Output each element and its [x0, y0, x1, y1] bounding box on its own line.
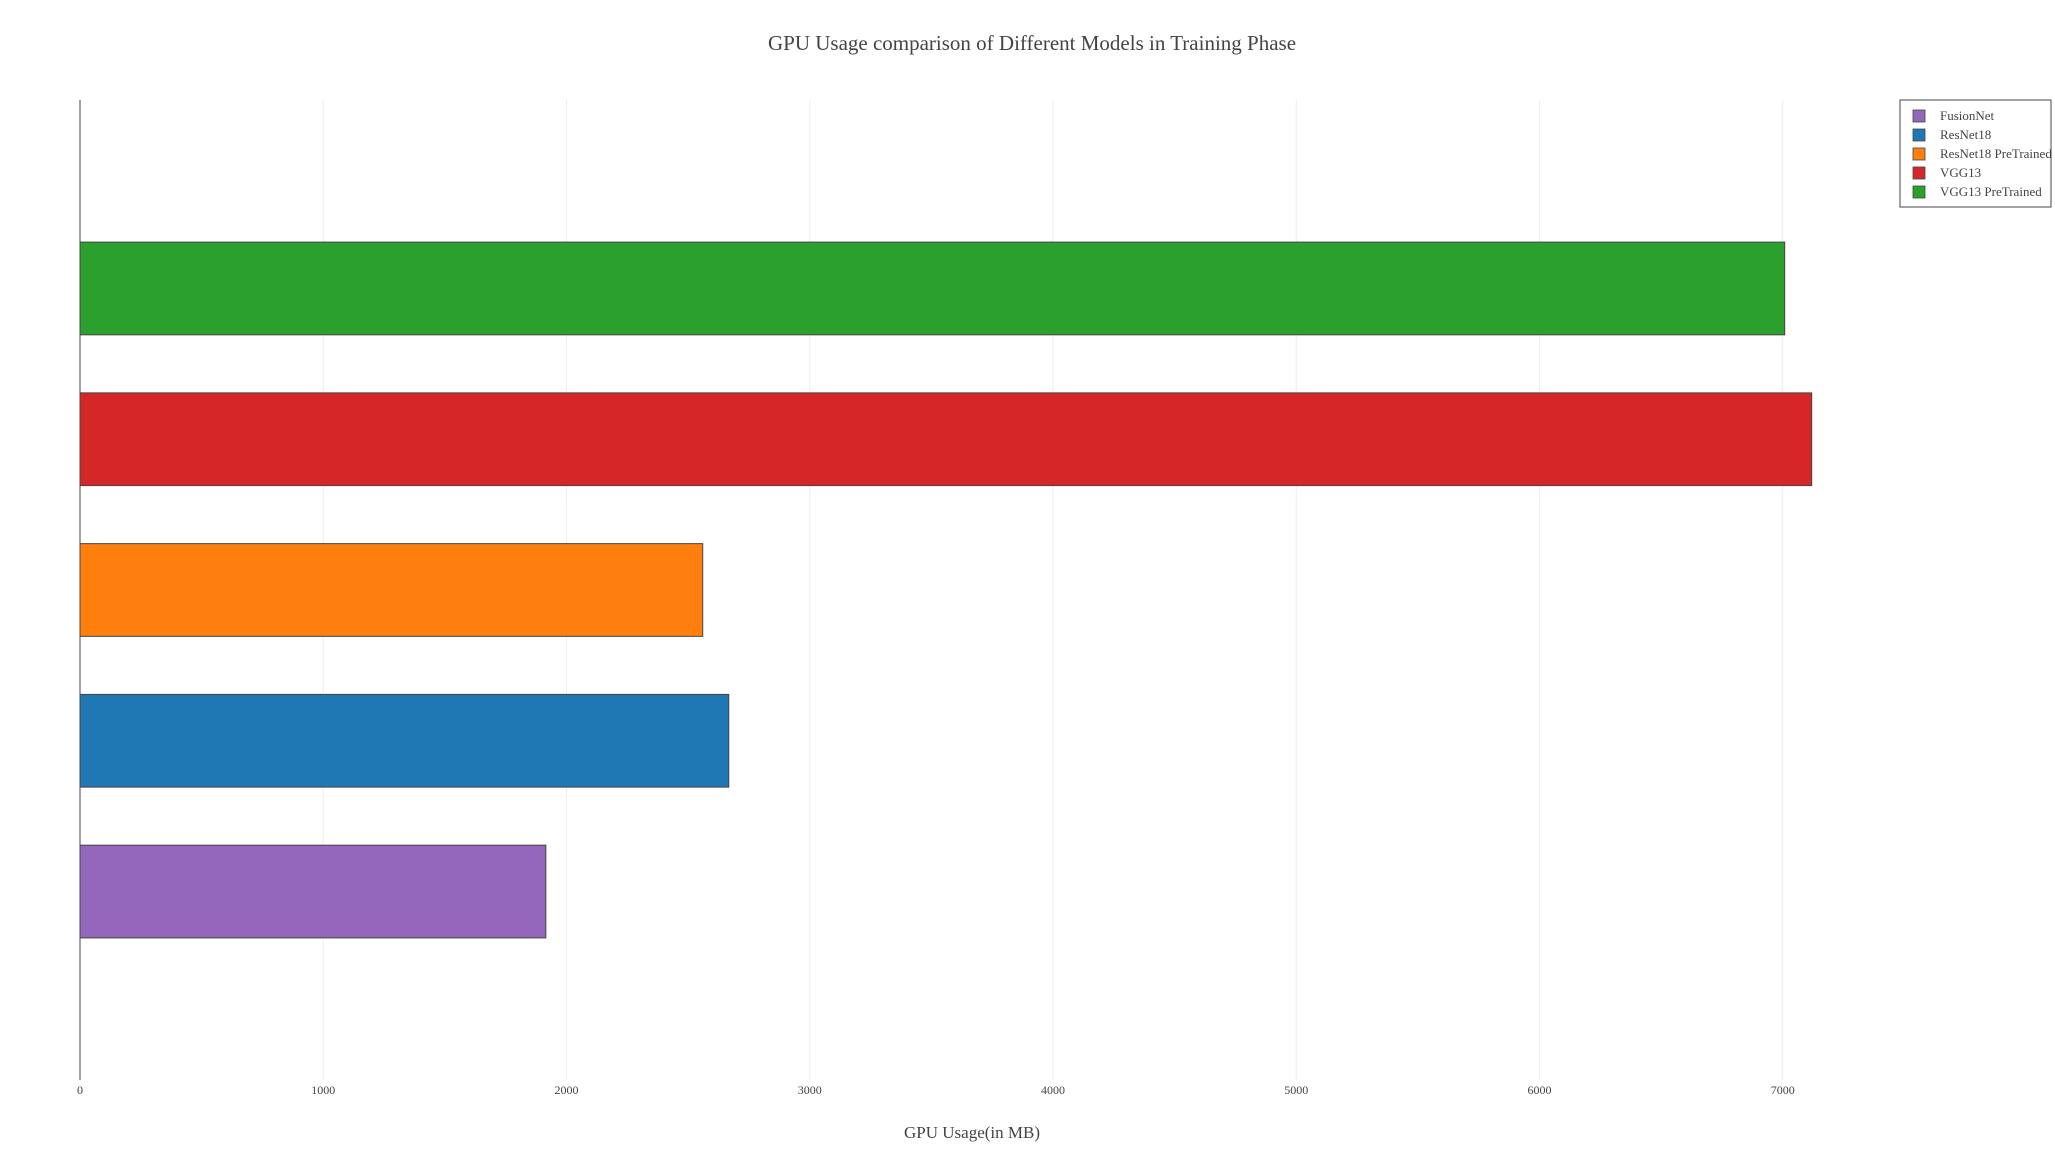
legend-swatch	[1912, 128, 1926, 142]
legend: FusionNet ResNet18 ResNet18 PreTrained VGG1…	[1899, 99, 2052, 208]
legend-swatch	[1912, 185, 1926, 199]
x-axis-label: GPU Usage(in MB)	[904, 1123, 1040, 1142]
bar-vgg13-pretrained	[79, 241, 1786, 336]
bars	[79, 241, 1813, 939]
legend-label: ResNet18	[1940, 127, 1991, 142]
x-tick-label: 4000	[1041, 1083, 1065, 1097]
x-tick-label: 6000	[1528, 1083, 1552, 1097]
legend-swatch	[1912, 109, 1926, 123]
legend-label: ResNet18 PreTrained	[1940, 146, 2052, 161]
bar-vgg13	[79, 392, 1813, 487]
x-tick-label: 3000	[798, 1083, 822, 1097]
legend-items: FusionNet ResNet18 ResNet18 PreTrained VGG1…	[1912, 108, 2052, 199]
legend-swatch	[1912, 166, 1926, 180]
legend-label: VGG13 PreTrained	[1940, 184, 2042, 199]
x-tick-label: 2000	[555, 1083, 579, 1097]
x-axis-ticks: 0 1000 2000 3000 4000 5000 6000 7000	[77, 1083, 1795, 1097]
legend-label: VGG13	[1940, 165, 1981, 180]
legend-label: FusionNet	[1940, 108, 1995, 123]
x-tick-label: 5000	[1284, 1083, 1308, 1097]
x-tick-label: 1000	[311, 1083, 335, 1097]
chart-title: GPU Usage comparison of Different Models…	[768, 31, 1296, 55]
x-tick-label: 0	[77, 1083, 83, 1097]
x-tick-label: 7000	[1771, 1083, 1795, 1097]
bar-resnet18-pretrained	[79, 543, 704, 637]
bar-fusionnet	[79, 844, 547, 939]
bar-resnet18	[79, 693, 730, 788]
legend-swatch	[1912, 147, 1926, 161]
